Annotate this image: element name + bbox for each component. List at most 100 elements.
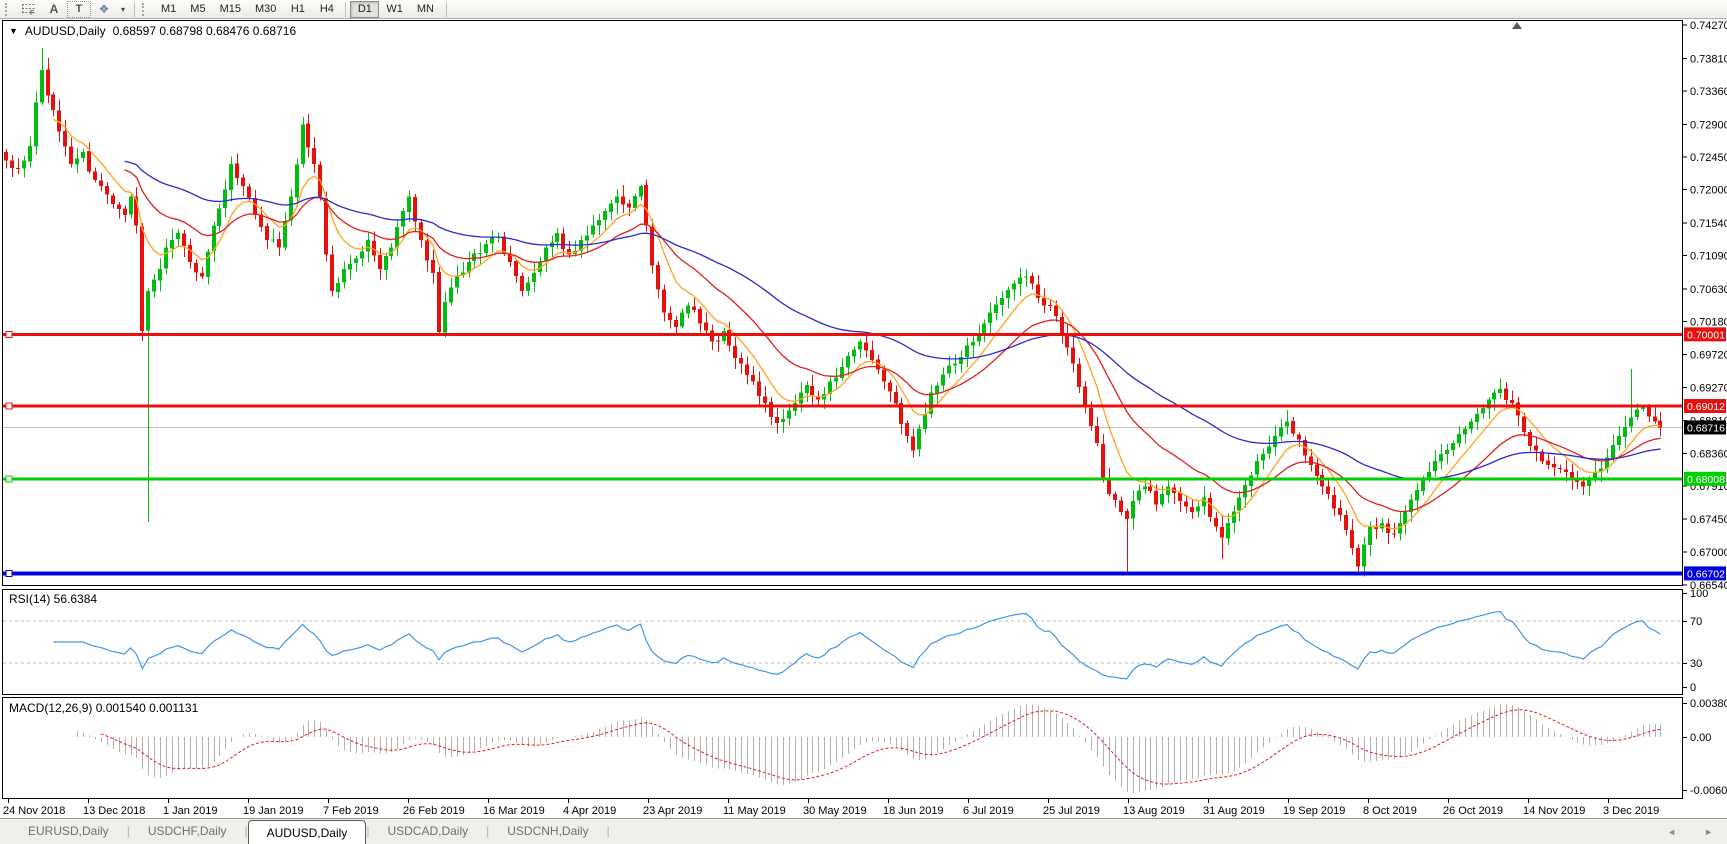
line-handle-0[interactable]	[5, 330, 13, 338]
timeframe-button-h1[interactable]: H1	[283, 1, 312, 18]
price-axis-tick-label: 0.69720	[1690, 350, 1727, 362]
timeframe-button-d1[interactable]: D1	[350, 0, 380, 18]
macd-axis-label: 0.00	[1690, 732, 1711, 744]
date-axis-label: 16 Mar 2019	[483, 805, 545, 817]
date-axis: 24 Nov 2018 13 Dec 2018 1 Jan 2019 19 Jan 2…	[3, 798, 1659, 817]
toolbar-drag-handle[interactable]	[5, 2, 11, 16]
price-axis-tick-label: 0.67450	[1690, 514, 1727, 526]
date-axis-label: 3 Dec 2019	[1603, 805, 1659, 817]
shapes-icon[interactable]: ❖	[92, 1, 116, 18]
price-tag-level-2: 0.68008	[1684, 471, 1726, 486]
date-axis-label: 31 Aug 2019	[1203, 805, 1265, 817]
price-tag-level-3: 0.66702	[1684, 566, 1726, 581]
moving-average-8	[53, 118, 1661, 530]
timeframe-button-m30[interactable]: M30	[248, 1, 283, 18]
timeframe-button-w1[interactable]: W1	[379, 1, 410, 18]
date-axis-label: 8 Oct 2019	[1363, 805, 1417, 817]
moving-average-21	[124, 169, 1661, 513]
timeframe-drag-handle[interactable]	[142, 2, 148, 16]
price-tag-level-1: 0.69012	[1684, 399, 1726, 414]
price-axis-tick-label: 0.71090	[1690, 250, 1727, 262]
date-axis-label: 4 Apr 2019	[563, 805, 616, 817]
price-axis-tick-label: 0.73810	[1690, 53, 1727, 65]
timeframe-button-mn[interactable]: MN	[410, 1, 441, 18]
price-axis-tick-label: 0.72000	[1690, 184, 1727, 196]
chart-tabs: EURUSD,Daily | USDCHF,Daily | AUDUSD,Daily | U…	[0, 818, 1727, 844]
tab-scroll-left-icon[interactable]: ◄	[1667, 827, 1677, 837]
date-axis-label: 1 Jan 2019	[163, 805, 217, 817]
tab-separator: |	[606, 824, 610, 838]
chart-symbol-title: AUDUSD,Daily	[24, 24, 106, 38]
date-axis-label: 14 Nov 2019	[1523, 805, 1585, 817]
main-panel-frame	[2, 20, 1683, 586]
svg-text:F: F	[30, 10, 34, 16]
macd-axis-label: 0.003804	[1690, 698, 1727, 710]
tab-usdcnh[interactable]: USDCNH,Daily	[507, 824, 589, 838]
svg-text:0.68008: 0.68008	[1687, 474, 1725, 486]
tab-eurusd[interactable]: EURUSD,Daily	[28, 824, 109, 838]
fibonacci-icon[interactable]: F	[17, 1, 41, 18]
timeframe-button-m5[interactable]: M5	[183, 1, 212, 18]
rsi-line	[53, 610, 1661, 680]
chart-legend: ▼ AUDUSD,Daily 0.68597 0.68798 0.68476 0…	[9, 24, 296, 38]
price-axis-tick-label: 0.68360	[1690, 448, 1727, 460]
line-handle-1[interactable]	[5, 402, 13, 410]
price-axis-tick-label: 0.72900	[1690, 119, 1727, 131]
price-tag-level-0: 0.70001	[1684, 327, 1726, 342]
tab-separator: |	[486, 824, 490, 838]
toolbar: F A T ❖ ▾ M1 M5 M15 M30 H1 H4 D1 W1 MN	[0, 0, 1727, 19]
date-axis-label: 24 Nov 2018	[3, 805, 65, 817]
macd-indicator-label: MACD(12,26,9) 0.001540 0.001131	[9, 701, 199, 715]
price-axis-tick-label: 0.70630	[1690, 284, 1727, 296]
tab-scroll-controls: ◄ ►	[1667, 828, 1713, 837]
macd-histogram	[77, 703, 1661, 794]
date-axis-label: 23 Apr 2019	[643, 805, 702, 817]
chart-shift-marker-icon[interactable]	[1512, 22, 1522, 29]
date-axis-label: 11 May 2019	[723, 805, 786, 817]
price-axis-tick-label: 0.69270	[1690, 382, 1727, 394]
rsi-axis-label: 70	[1690, 616, 1702, 628]
date-axis-label: 18 Jun 2019	[883, 805, 944, 817]
svg-text:0.66702: 0.66702	[1687, 568, 1725, 580]
price-axis-tick-label: 0.72450	[1690, 152, 1727, 164]
chart-canvas[interactable]: 0.74270 0.73810 0.73360 0.72900 0.72450 0.720…	[0, 19, 1727, 818]
date-axis-label: 19 Sep 2019	[1283, 805, 1345, 817]
tab-usdchf[interactable]: USDCHF,Daily	[147, 824, 227, 838]
tab-separator: |	[244, 824, 248, 838]
price-tag-current: 0.68716	[1684, 420, 1726, 435]
price-axis-tick-label: 0.71540	[1690, 218, 1727, 230]
line-handle-3[interactable]	[5, 569, 13, 577]
symbol-dropdown-icon[interactable]: ▼	[9, 26, 18, 36]
macd-signal-line	[100, 709, 1661, 785]
date-axis-label: 26 Feb 2019	[403, 805, 465, 817]
line-handle-2[interactable]	[5, 475, 13, 483]
tab-audusd[interactable]: AUDUSD,Daily	[247, 820, 367, 844]
svg-text:0.70001: 0.70001	[1687, 329, 1725, 341]
rsi-axis-label: 30	[1690, 658, 1702, 670]
tab-separator: |	[126, 824, 130, 838]
timeframe-button-m15[interactable]: M15	[213, 1, 248, 18]
timeframe-button-m1[interactable]: M1	[154, 1, 183, 18]
price-axis: 0.74270 0.73810 0.73360 0.72900 0.72450 0.720…	[1682, 20, 1727, 797]
price-axis-tick-label: 0.73360	[1690, 86, 1727, 98]
tab-scroll-right-icon[interactable]: ►	[1704, 827, 1713, 837]
macd-panel-frame	[2, 697, 1683, 799]
rsi-axis-label: 0	[1690, 682, 1696, 694]
macd-axis-label: -0.006087	[1690, 785, 1727, 797]
date-axis-label: 19 Jan 2019	[243, 805, 304, 817]
svg-text:0.69012: 0.69012	[1687, 401, 1725, 413]
text-icon[interactable]: T	[67, 0, 91, 18]
rsi-axis-label: 100	[1690, 588, 1708, 600]
timeframe-buttons: M1 M5 M15 M30 H1 H4 D1 W1 MN	[154, 0, 441, 18]
shapes-dropdown-icon[interactable]: ▾	[117, 1, 129, 18]
candlesticks	[4, 48, 1662, 577]
date-axis-label: 25 Jul 2019	[1043, 805, 1100, 817]
rsi-panel-frame	[2, 589, 1683, 695]
tab-usdcad[interactable]: USDCAD,Daily	[387, 824, 469, 838]
text-label-icon[interactable]: A	[42, 1, 66, 18]
price-axis-tick-label: 0.67000	[1690, 547, 1727, 559]
date-axis-label: 26 Oct 2019	[1443, 805, 1503, 817]
timeframe-button-h4[interactable]: H4	[312, 1, 341, 18]
price-axis-tick-label: 0.66540	[1690, 580, 1727, 592]
date-axis-label: 13 Aug 2019	[1123, 805, 1185, 817]
